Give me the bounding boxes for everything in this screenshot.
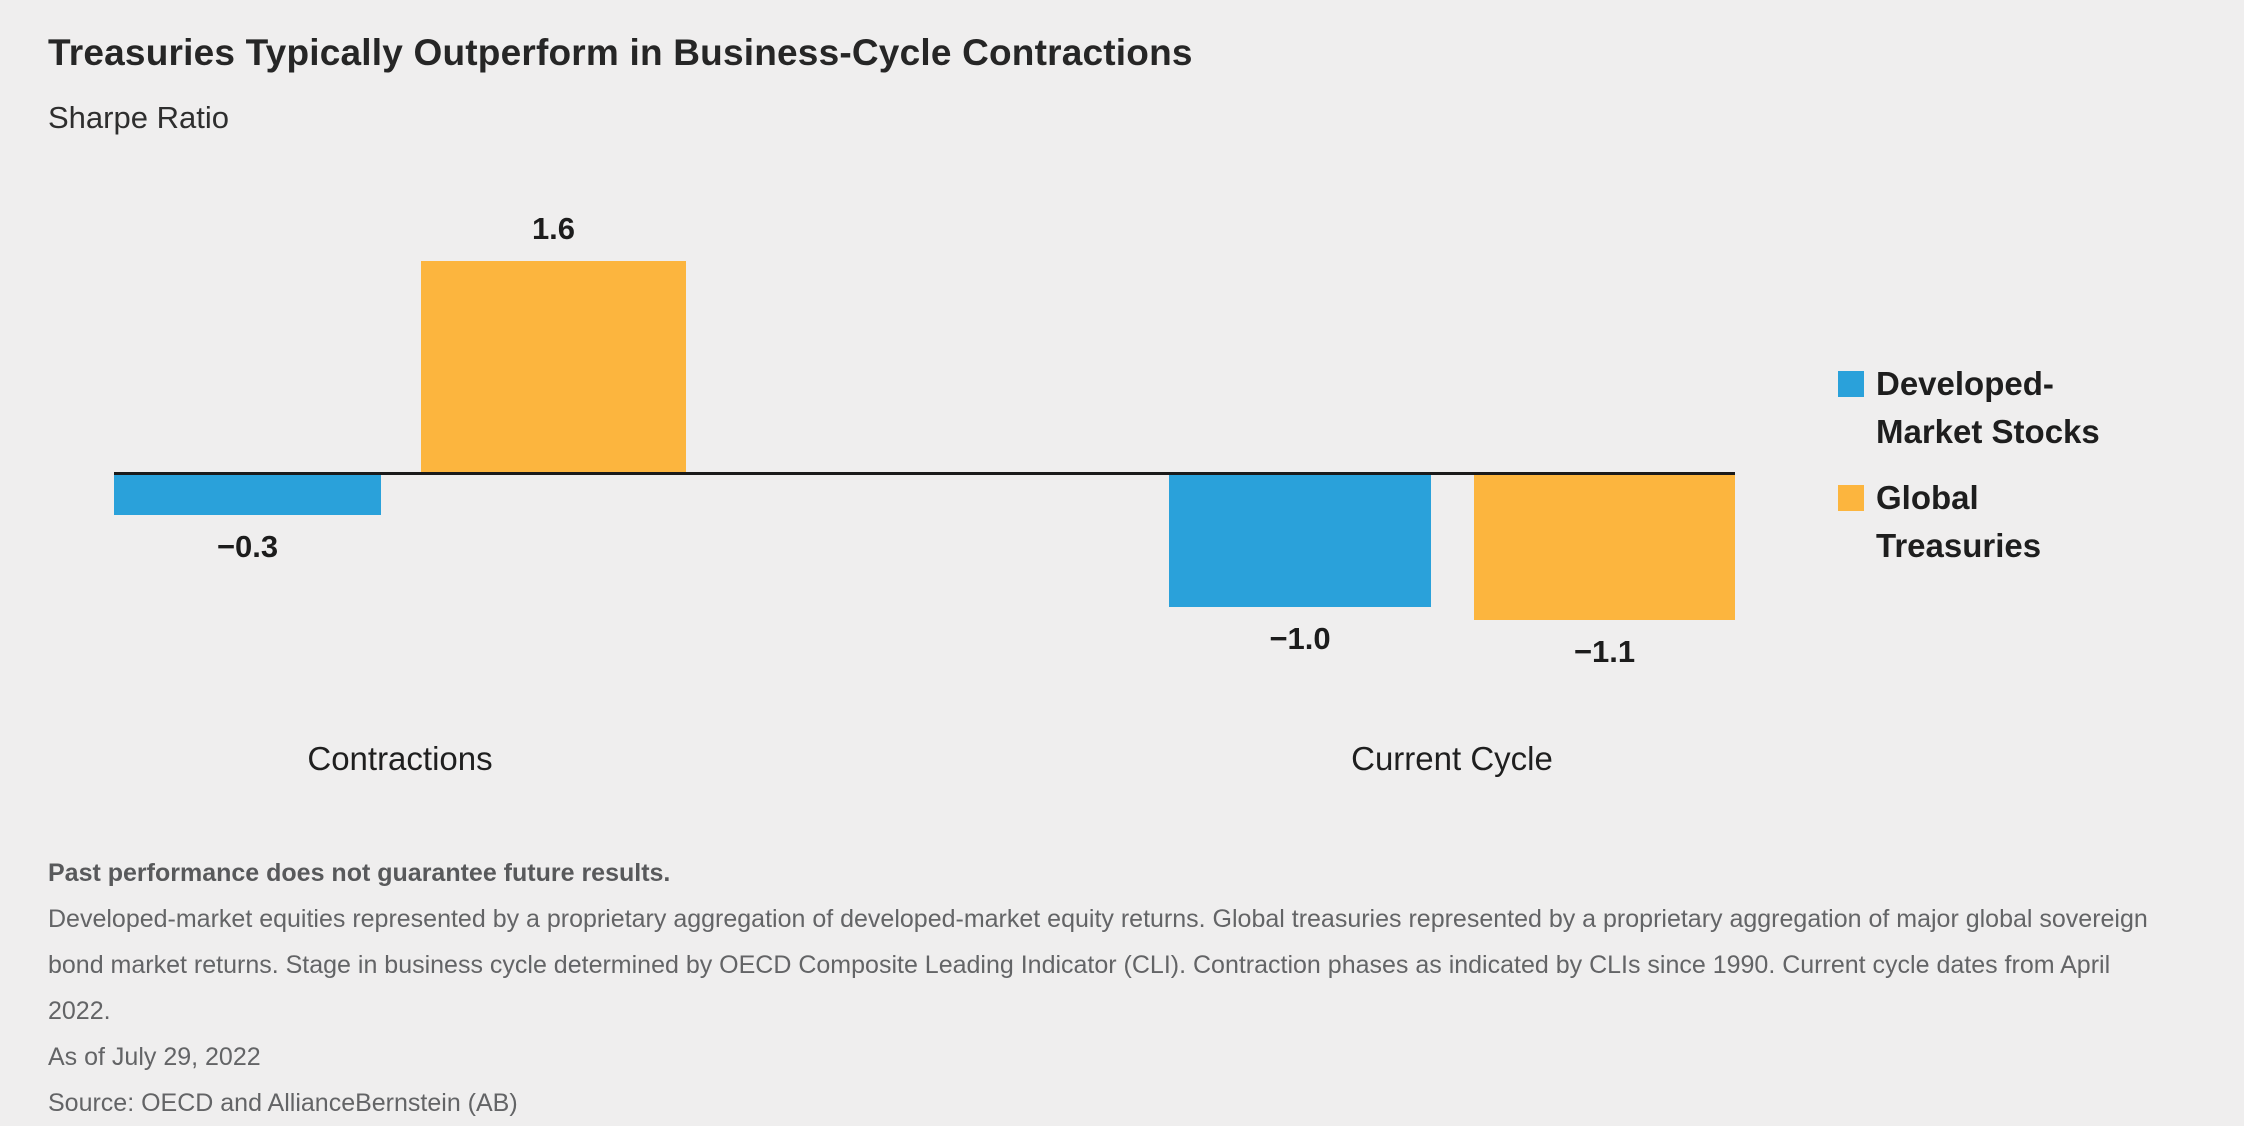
footnote-source: Source: OECD and AllianceBernstein (AB) xyxy=(48,1089,518,1117)
legend-label-developed-market-stocks: Developed-Market Stocks xyxy=(1876,365,2100,450)
bar-developed-market-stocks-contractions xyxy=(114,475,381,515)
value-label-developed-current-cycle: −1.0 xyxy=(1269,621,1331,656)
legend-label-global-treasuries: Global Treasuries xyxy=(1876,479,2042,564)
legend-swatch-blue-icon xyxy=(1838,371,1864,397)
bar-global-treasuries-current-cycle xyxy=(1474,475,1735,620)
value-label-treasuries-current-cycle: −1.1 xyxy=(1573,634,1636,669)
footnote-disclaimer-bold: Past performance does not guarantee futu… xyxy=(48,859,671,887)
zero-baseline xyxy=(114,472,1735,475)
legend-swatch-orange-icon xyxy=(1838,485,1864,511)
value-label-developed-contractions: −0.3 xyxy=(216,529,279,564)
chart-header: Treasuries Typically Outperform in Busin… xyxy=(48,32,1193,136)
footnotes: Past performance does not guarantee futu… xyxy=(48,850,2170,1126)
bar-developed-market-stocks-current-cycle xyxy=(1169,475,1431,607)
bar-global-treasuries-contractions xyxy=(421,261,686,472)
category-label-current-cycle: Current Cycle xyxy=(1351,740,1553,777)
chart-area: −0.3 1.6 −1.0 −1.1 Contractions Current … xyxy=(114,211,1735,777)
category-label-contractions: Contractions xyxy=(307,740,493,777)
legend-item-global-treasuries: Global Treasuries xyxy=(1838,474,2126,570)
legend-item-developed-market-stocks: Developed-Market Stocks xyxy=(1838,360,2126,456)
footnote-body: Developed-market equities represented by… xyxy=(48,905,2148,1025)
legend: Developed-Market Stocks Global Treasurie… xyxy=(1838,360,2126,588)
chart-title: Treasuries Typically Outperform in Busin… xyxy=(48,32,1193,73)
value-label-treasuries-contractions: 1.6 xyxy=(531,211,576,246)
chart-subtitle: Sharpe Ratio xyxy=(48,100,229,135)
footnote-as-of-date: As of July 29, 2022 xyxy=(48,1043,261,1071)
